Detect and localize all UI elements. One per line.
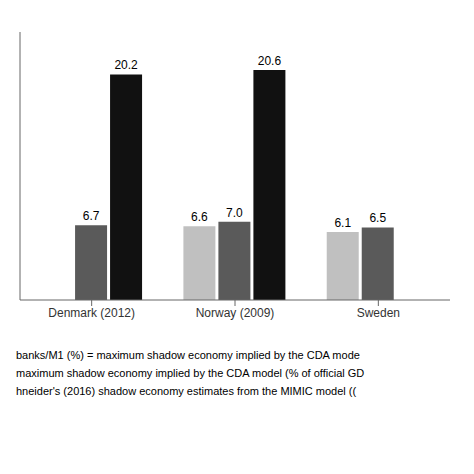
svg-text:6.5: 6.5 [369,211,386,225]
svg-text:6.7: 6.7 [83,209,100,223]
html-text:hneider's (2016) shadow econom: hneider's (2016) shadow economy estimate… [16,385,357,397]
svg-text:6.1: 6.1 [334,216,351,230]
html-text:banks/M1 (%) = maximum shadow: banks/M1 (%) = maximum shadow economy im… [16,349,360,361]
html-text:maximum shadow economy implied: maximum shadow economy implied by the CD… [16,367,365,379]
svg-text:20.2: 20.2 [114,58,138,72]
svg-text:Denmark (2012): Denmark (2012) [48,306,135,320]
svg-text:20.6: 20.6 [258,54,282,68]
svg-text:Sweden: Sweden [357,306,400,320]
svg-text:Norway (2009): Norway (2009) [196,306,275,320]
svg-text:6.6: 6.6 [191,210,208,224]
svg-text:7.0: 7.0 [226,206,243,220]
